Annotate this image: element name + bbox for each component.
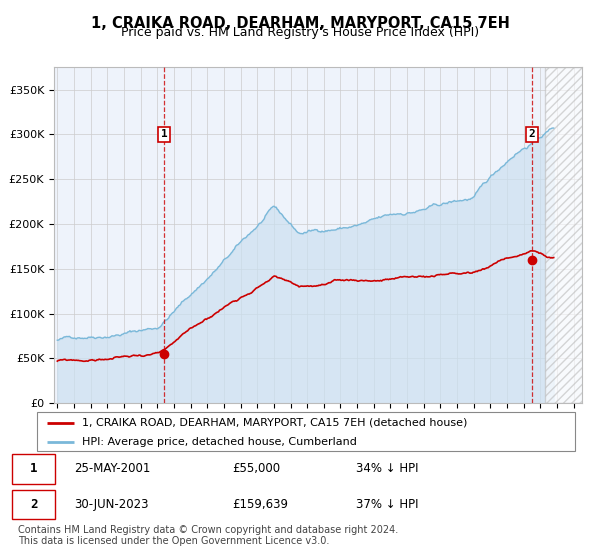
Text: £159,639: £159,639 [232, 498, 289, 511]
FancyBboxPatch shape [13, 489, 55, 519]
Text: 1, CRAIKA ROAD, DEARHAM, MARYPORT, CA15 7EH: 1, CRAIKA ROAD, DEARHAM, MARYPORT, CA15 … [91, 16, 509, 31]
Text: 34% ↓ HPI: 34% ↓ HPI [356, 462, 419, 475]
Text: 37% ↓ HPI: 37% ↓ HPI [356, 498, 419, 511]
Text: 2: 2 [529, 129, 535, 139]
Text: 1, CRAIKA ROAD, DEARHAM, MARYPORT, CA15 7EH (detached house): 1, CRAIKA ROAD, DEARHAM, MARYPORT, CA15 … [82, 418, 467, 428]
Text: £55,000: £55,000 [232, 462, 280, 475]
FancyBboxPatch shape [13, 454, 55, 483]
Text: HPI: Average price, detached house, Cumberland: HPI: Average price, detached house, Cumb… [82, 437, 357, 447]
Bar [545, 67, 587, 403]
FancyBboxPatch shape [37, 412, 575, 451]
Text: 2: 2 [30, 498, 37, 511]
Text: 30-JUN-2023: 30-JUN-2023 [74, 498, 149, 511]
Text: 25-MAY-2001: 25-MAY-2001 [74, 462, 151, 475]
Text: Price paid vs. HM Land Registry's House Price Index (HPI): Price paid vs. HM Land Registry's House … [121, 26, 479, 39]
Text: 1: 1 [30, 462, 37, 475]
Text: 1: 1 [161, 129, 167, 139]
Text: Contains HM Land Registry data © Crown copyright and database right 2024.
This d: Contains HM Land Registry data © Crown c… [18, 525, 398, 547]
